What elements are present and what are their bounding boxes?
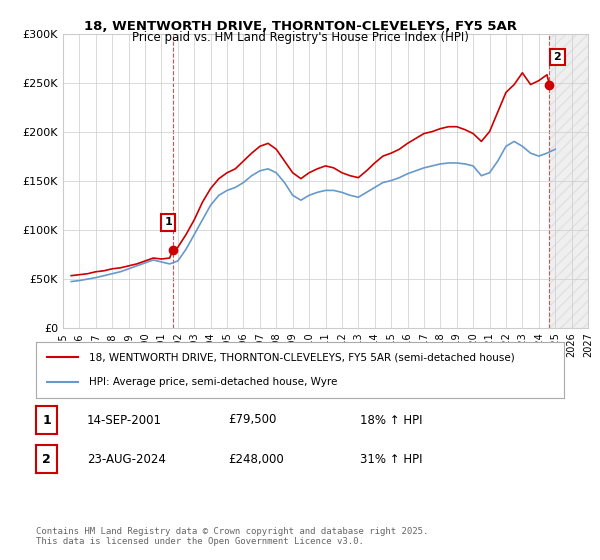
Text: 31% ↑ HPI: 31% ↑ HPI — [360, 452, 422, 466]
Text: 2: 2 — [554, 52, 562, 62]
Text: 2: 2 — [42, 452, 51, 466]
Text: HPI: Average price, semi-detached house, Wyre: HPI: Average price, semi-detached house,… — [89, 377, 337, 387]
Text: 14-SEP-2001: 14-SEP-2001 — [87, 413, 162, 427]
Text: 18% ↑ HPI: 18% ↑ HPI — [360, 413, 422, 427]
Text: 23-AUG-2024: 23-AUG-2024 — [87, 452, 166, 466]
Text: Contains HM Land Registry data © Crown copyright and database right 2025.
This d: Contains HM Land Registry data © Crown c… — [36, 526, 428, 546]
Text: Price paid vs. HM Land Registry's House Price Index (HPI): Price paid vs. HM Land Registry's House … — [131, 31, 469, 44]
Text: £248,000: £248,000 — [228, 452, 284, 466]
Text: 18, WENTWORTH DRIVE, THORNTON-CLEVELEYS, FY5 5AR (semi-detached house): 18, WENTWORTH DRIVE, THORNTON-CLEVELEYS,… — [89, 352, 515, 362]
Text: 1: 1 — [164, 217, 172, 227]
Text: 18, WENTWORTH DRIVE, THORNTON-CLEVELEYS, FY5 5AR: 18, WENTWORTH DRIVE, THORNTON-CLEVELEYS,… — [83, 20, 517, 32]
Text: £79,500: £79,500 — [228, 413, 277, 427]
Text: 1: 1 — [42, 413, 51, 427]
